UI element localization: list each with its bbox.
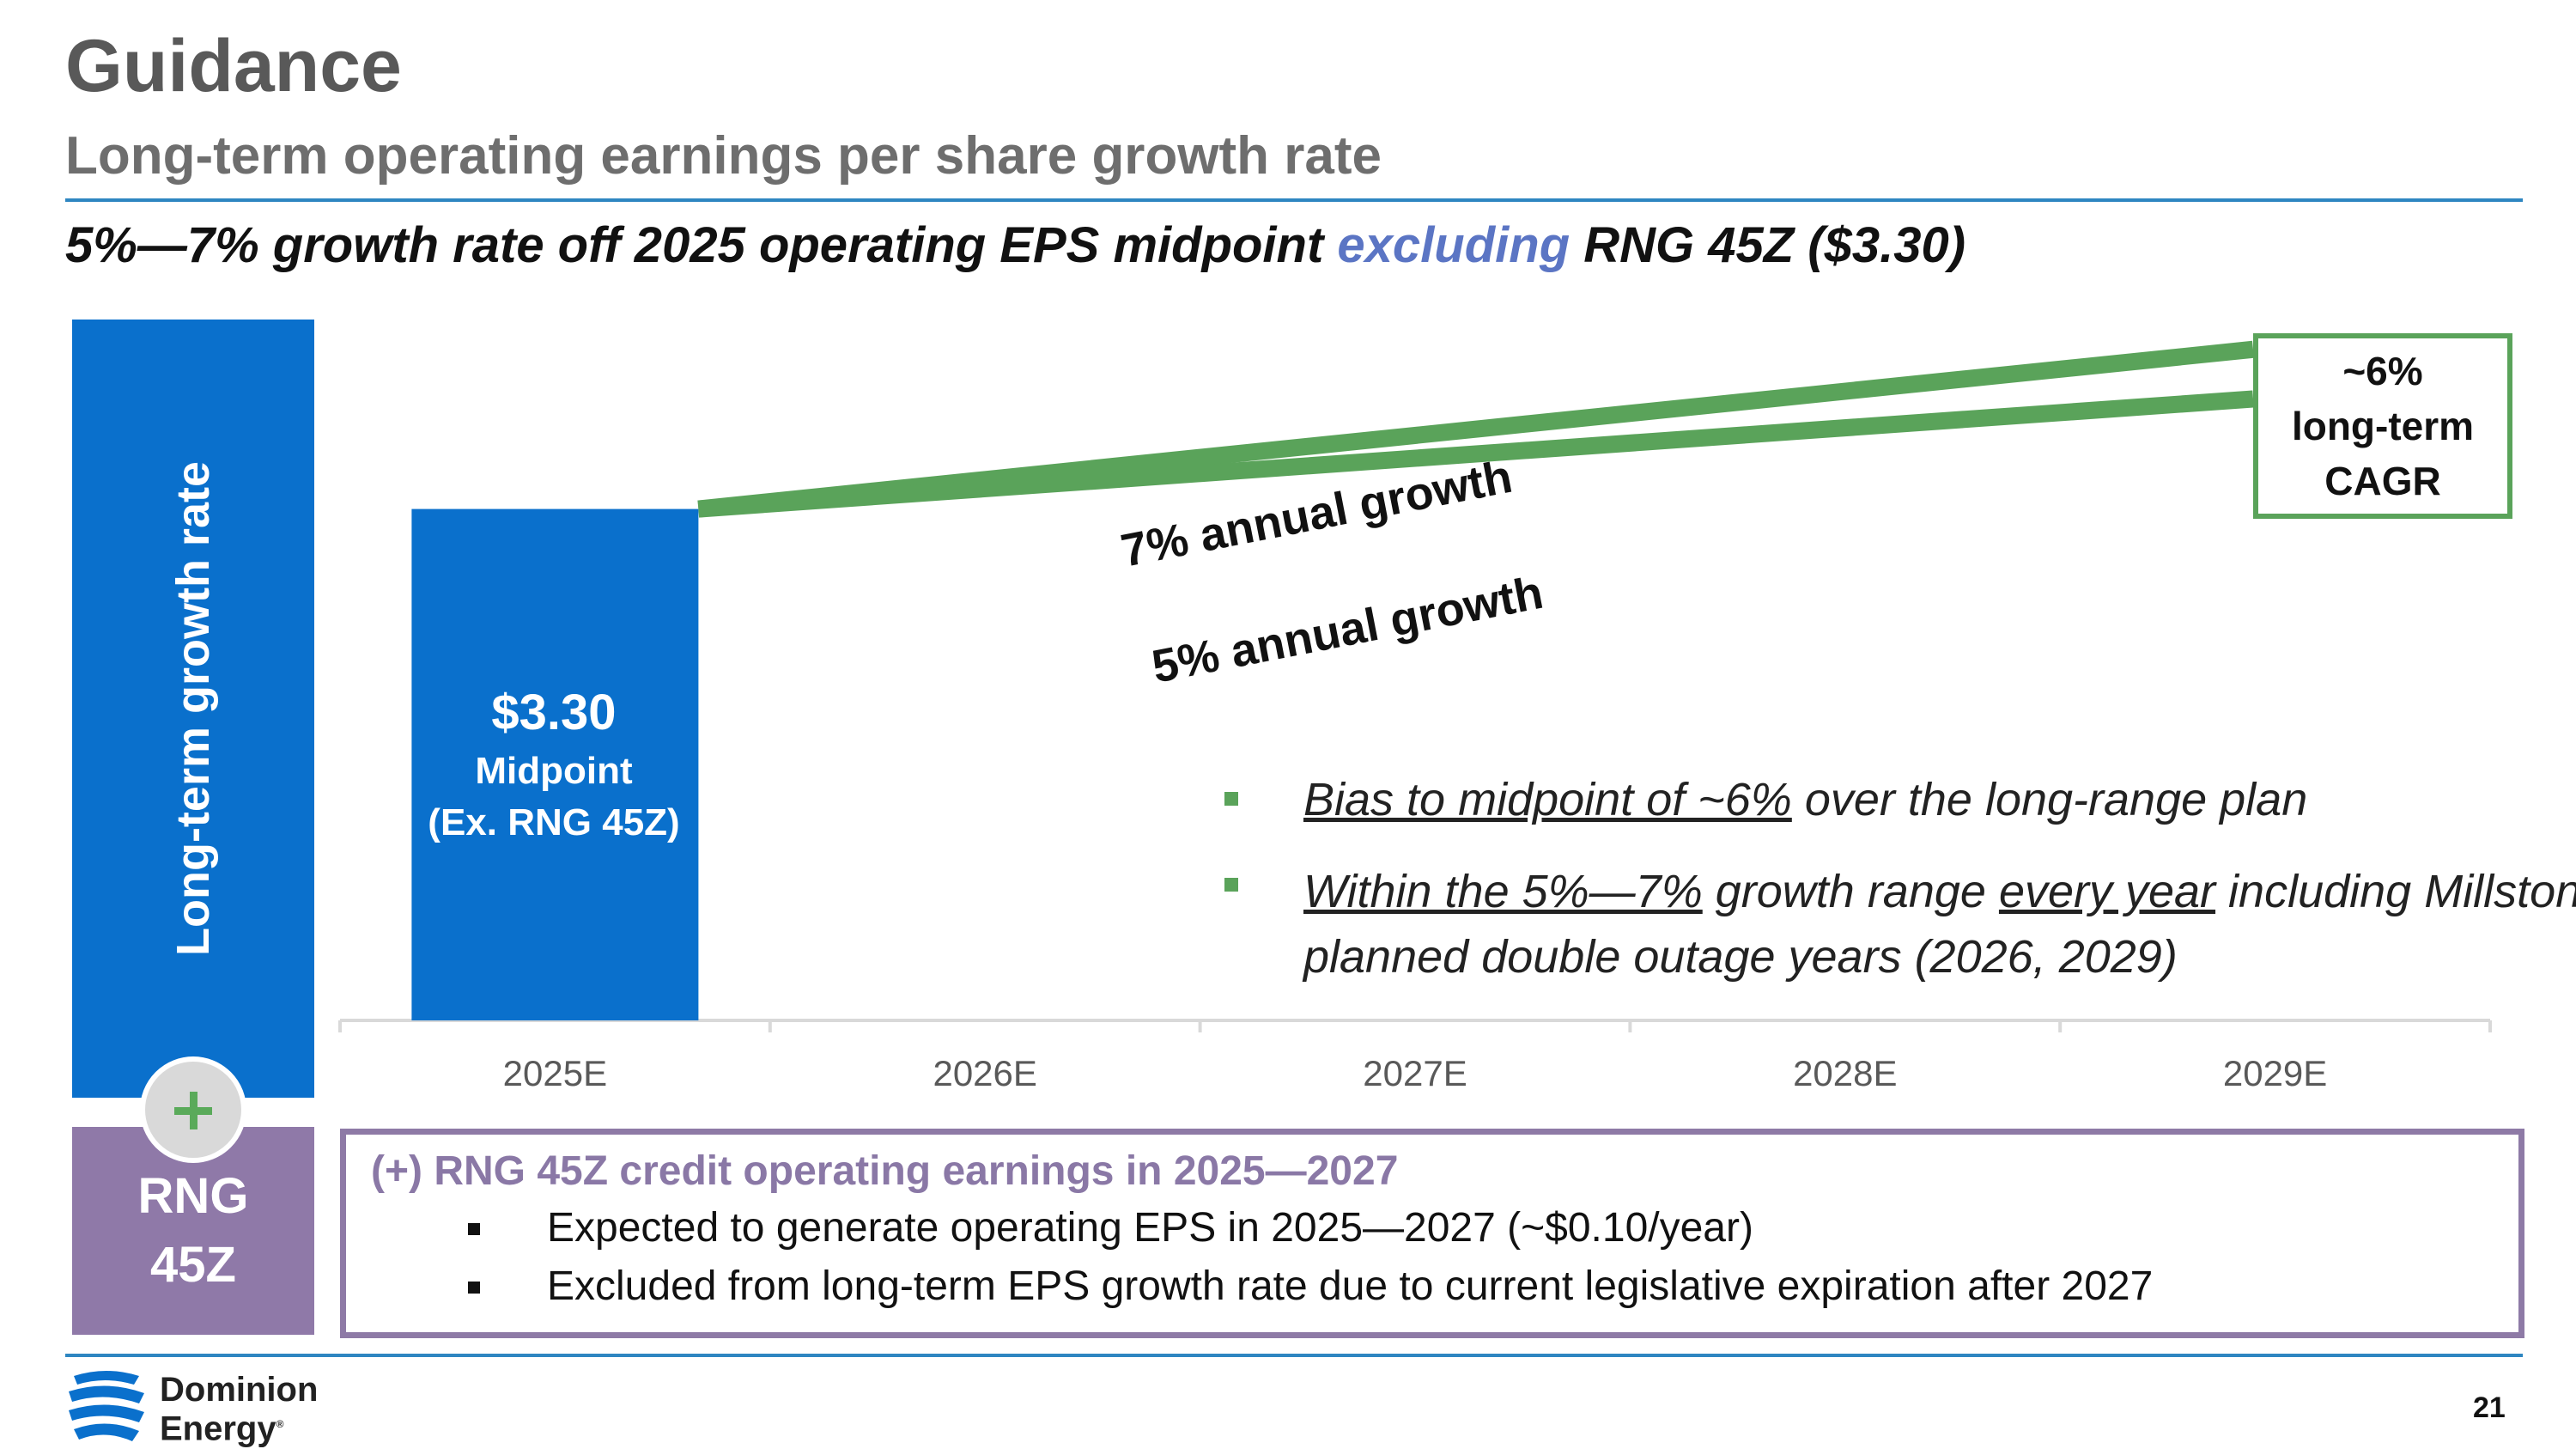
eps-bar-2025E [411, 508, 699, 1020]
bullet-range: Within the 5%—7% growth range every year… [1221, 859, 2576, 989]
page-subtitle: Long-term operating earnings per share g… [65, 126, 1382, 186]
x-tick-label: 2027E [1363, 1053, 1467, 1093]
rng-panel-line1: RNG [137, 1168, 249, 1224]
bar-value-label: $3.30 [491, 685, 617, 740]
headline-part2: RNG 45Z ($3.30) [1570, 217, 1966, 273]
page-title: Guidance [65, 25, 402, 107]
bullet-marker [1224, 878, 1238, 892]
x-tick-label: 2025E [503, 1053, 607, 1093]
bullet-bias: Bias to midpoint of ~6% over the long-ra… [1221, 773, 2307, 826]
x-tick-label: 2028E [1793, 1053, 1897, 1093]
bullet-range-rest: including Millstone planned double outag… [1303, 866, 2576, 983]
rng-bullet-marker [468, 1282, 480, 1294]
header-divider [65, 198, 2523, 202]
bar-label: $3.30 Midpoint (Ex. RNG 45Z) [410, 680, 697, 849]
rng-credit-box [340, 1129, 2524, 1338]
headline-part1: 5%—7% growth rate off 2025 operating EPS… [65, 217, 1338, 273]
rng-bullet-marker [468, 1223, 480, 1235]
dominion-energy-logo-icon [69, 1371, 144, 1441]
bullet-bias-rest: over the long-range plan [1791, 774, 2308, 825]
bar-sublabel-1: Midpoint [475, 750, 633, 792]
rng-credit-item-text: Expected to generate operating EPS in 20… [547, 1205, 1753, 1251]
logo-line-1: Dominion [160, 1371, 319, 1409]
logo-line-2: Energy® [160, 1409, 284, 1448]
rng-credit-item: Expected to generate operating EPS in 20… [468, 1204, 1753, 1251]
growth-rate-panel [72, 320, 314, 1098]
bullet-range-mid: growth range [1702, 866, 1999, 917]
rng-credit-item: Excluded from long-term EPS growth rate … [468, 1263, 2153, 1310]
cagr-callout: ~6% long-term CAGR [2253, 333, 2512, 519]
x-tick-label: 2026E [933, 1053, 1036, 1093]
bullet-range-underlined-1: Within the 5%—7% [1303, 866, 1703, 917]
footer-divider [65, 1354, 2523, 1357]
rng-panel-line2: 45Z [150, 1237, 236, 1293]
rng-credit-item-text: Excluded from long-term EPS growth rate … [547, 1263, 2154, 1309]
rng-credit-heading: (+) RNG 45Z credit operating earnings in… [371, 1148, 1399, 1194]
growth-line-5pct [697, 390, 2254, 518]
bullet-bias-underlined: Bias to midpoint of ~6% [1303, 774, 1792, 825]
page-number: 21 [2473, 1391, 2506, 1424]
cagr-line-2: long-term [2291, 404, 2475, 448]
headline-highlight: excluding [1337, 217, 1571, 273]
headline: 5%—7% growth rate off 2025 operating EPS… [65, 216, 1965, 274]
bar-sublabel-2: (Ex. RNG 45Z) [428, 801, 680, 843]
plus-icon [140, 1056, 246, 1163]
bullet-range-underlined-2: every year [1998, 866, 2216, 917]
series-label-5pct: 5% annual growth [1148, 567, 1547, 693]
bullet-marker [1224, 792, 1238, 806]
dominion-energy-logo-text: Dominion Energy® [160, 1373, 318, 1446]
cagr-line-3: CAGR [2324, 459, 2441, 503]
x-tick-label: 2029E [2223, 1053, 2327, 1093]
cagr-line-1: ~6% [2342, 349, 2423, 393]
